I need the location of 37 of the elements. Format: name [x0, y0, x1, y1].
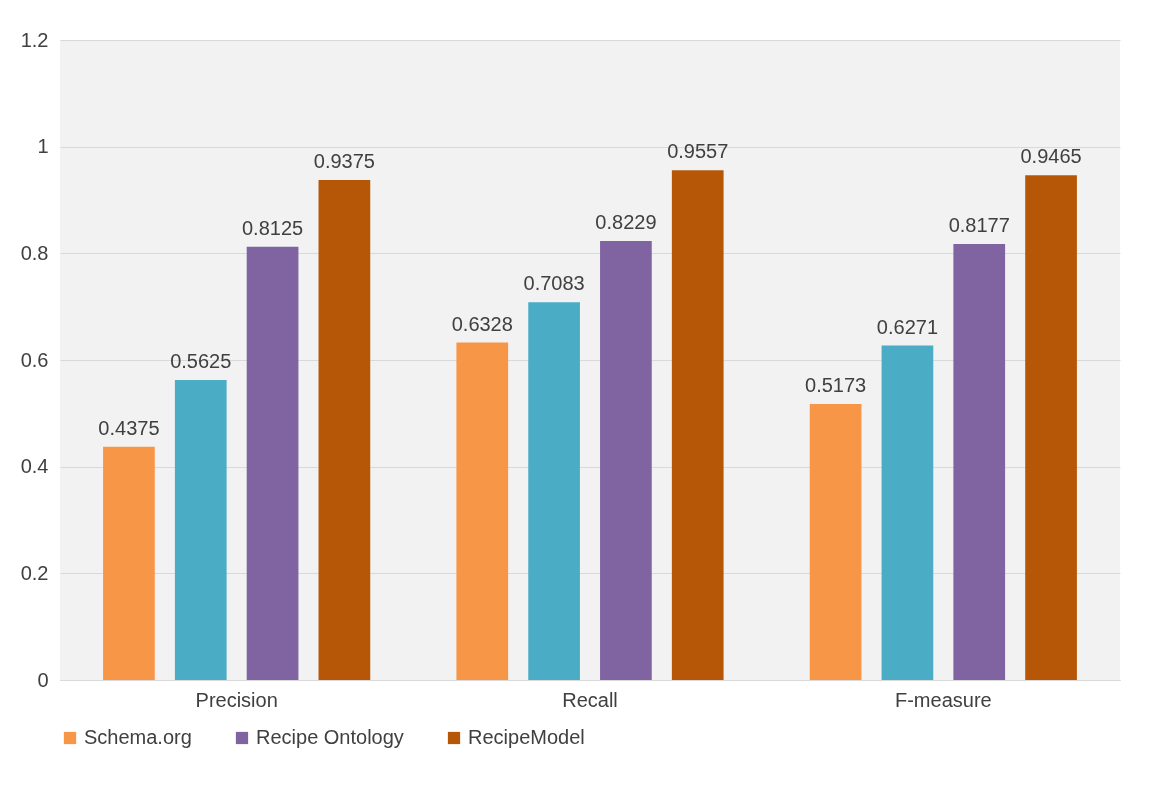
y-tick-label: 1	[37, 135, 49, 158]
bar	[881, 345, 934, 680]
bar	[953, 243, 1006, 680]
bar	[174, 380, 227, 680]
bar	[246, 246, 299, 680]
data-label: 0.7083	[523, 272, 585, 295]
legend-label: Schema.org	[84, 726, 192, 748]
bar	[600, 241, 652, 680]
data-label: 0.6328	[451, 312, 513, 335]
data-label: 0.8229	[595, 211, 657, 234]
data-label: 0.5173	[805, 374, 867, 397]
legend-label: RecipeModel	[468, 726, 585, 748]
y-tick-label: 0.4	[20, 455, 49, 478]
data-label: 0.5625	[170, 350, 232, 372]
y-tick-label: 0.8	[20, 241, 49, 264]
x-tick-label: F-measure	[894, 688, 992, 711]
bar	[1025, 175, 1077, 680]
y-tick-label: 0.6	[20, 348, 49, 371]
bar	[809, 404, 862, 680]
bar	[671, 170, 724, 680]
x-tick-label: Precision	[195, 688, 278, 711]
legend-label: Recipe Ontology	[256, 726, 404, 748]
data-label: 0.8177	[948, 213, 1010, 236]
bar	[456, 342, 509, 680]
bar	[528, 302, 580, 680]
data-label: 0.4375	[98, 416, 160, 439]
data-label: 0.9465	[1020, 145, 1082, 168]
y-tick-label: 0.2	[20, 561, 49, 584]
data-label: 0.8125	[241, 216, 304, 239]
y-tick-label: 1.2	[20, 28, 49, 51]
y-tick-label: 0	[37, 668, 49, 691]
data-label: 0.9557	[667, 140, 729, 163]
bar	[103, 446, 155, 680]
data-label: 0.6271	[876, 315, 939, 338]
bar	[318, 180, 371, 680]
data-label: 0.9375	[313, 150, 375, 172]
x-tick-label: Recall	[562, 688, 618, 711]
